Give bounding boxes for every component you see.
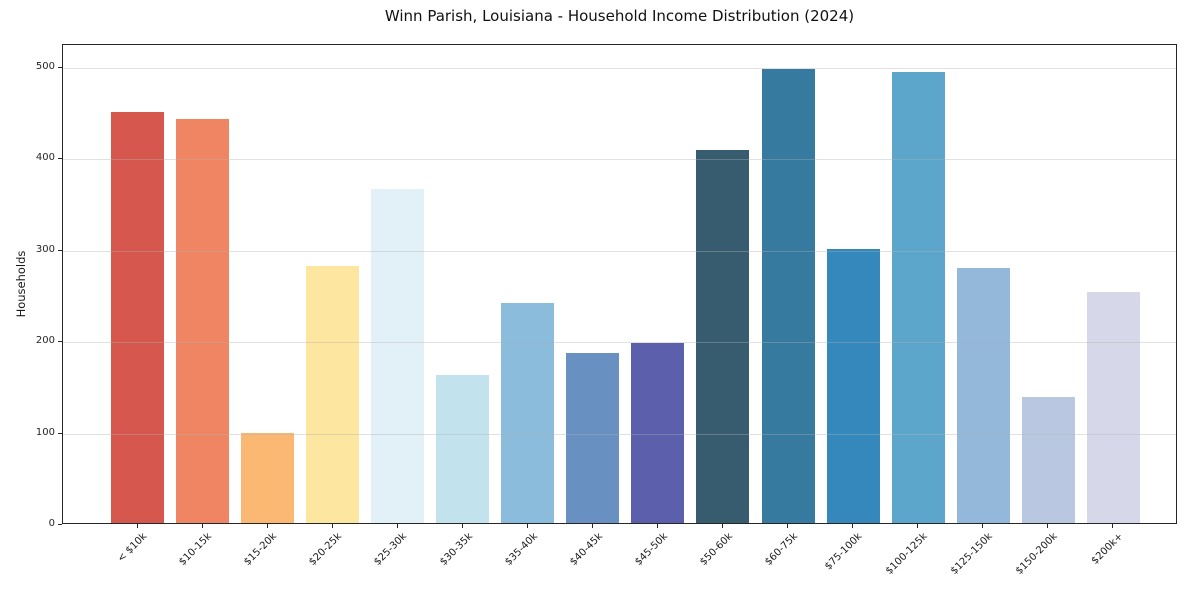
bar-16	[1086, 291, 1140, 523]
x-tick-label-7: $35-40k	[502, 531, 540, 568]
x-tick-label-10: $50-60k	[697, 531, 735, 568]
bar-8	[566, 352, 620, 523]
x-tick-mark-14	[982, 524, 984, 528]
gridline-y-400	[63, 159, 1176, 161]
gridline-y-200	[63, 342, 1176, 344]
x-tick-label-4: $20-25k	[307, 531, 345, 568]
x-tick-label-9: $45-50k	[632, 531, 670, 568]
x-tick-mark-4	[331, 524, 333, 528]
y-tick-mark-0	[58, 524, 62, 525]
y-tick-mark-300	[58, 249, 62, 251]
x-tick-mark-5	[396, 524, 398, 528]
y-axis-label: Households	[14, 250, 28, 318]
x-tick-mark-15	[1047, 524, 1049, 528]
x-tick-label-8: $40-45k	[567, 531, 605, 568]
plot-area	[62, 44, 1177, 524]
y-tick-mark-500	[58, 66, 62, 68]
x-tick-label-16: $200k+	[1089, 531, 1126, 567]
bar-7	[501, 302, 555, 523]
x-tick-label-12: $75-100k	[823, 531, 865, 573]
y-tick-label-200: 200	[35, 335, 55, 347]
bar-14	[956, 267, 1010, 523]
x-tick-label-15: $150-200k	[1014, 531, 1060, 577]
x-tick-label-14: $125-150k	[949, 531, 995, 577]
x-tick-mark-6	[461, 524, 463, 528]
chart-title: Winn Parish, Louisiana - Household Incom…	[384, 7, 855, 25]
y-tick-label-400: 400	[35, 152, 55, 164]
y-tick-mark-400	[58, 158, 62, 160]
gridline-y-100	[63, 433, 1176, 435]
gridline-y-300	[63, 250, 1176, 252]
x-tick-mark-8	[591, 524, 593, 528]
y-tick-mark-100	[58, 432, 62, 434]
x-tick-mark-1	[136, 524, 138, 528]
bar-4	[306, 266, 360, 523]
x-tick-label-3: $15-20k	[242, 531, 280, 568]
bar-12	[826, 248, 880, 523]
bar-13	[891, 72, 945, 523]
y-tick-mark-200	[58, 341, 62, 343]
x-tick-mark-11	[787, 524, 788, 528]
x-tick-label-13: $100-125k	[883, 531, 930, 577]
x-tick-mark-16	[1112, 524, 1114, 528]
y-tick-label-500: 500	[35, 60, 55, 72]
y-tick-label-0: 0	[48, 518, 55, 529]
x-tick-label-11: $60-75k	[762, 531, 800, 568]
x-tick-mark-9	[656, 524, 658, 528]
y-tick-label-100: 100	[35, 426, 55, 438]
x-tick-mark-10	[721, 524, 723, 528]
bar-2	[176, 118, 230, 523]
x-tick-label-2: $10-15k	[177, 531, 215, 568]
x-tick-mark-12	[852, 524, 854, 528]
x-tick-mark-2	[201, 524, 203, 528]
bar-6	[436, 374, 490, 523]
bar-1	[111, 111, 164, 523]
gridline-y-500	[63, 67, 1176, 69]
x-tick-mark-7	[526, 524, 528, 528]
x-tick-label-5: $25-30k	[372, 531, 410, 568]
bar-9	[631, 342, 685, 523]
x-tick-label-6: $30-35k	[437, 531, 475, 568]
bar-15	[1021, 396, 1075, 523]
y-tick-label-300: 300	[35, 243, 55, 255]
x-tick-mark-13	[917, 524, 919, 528]
bar-3	[241, 432, 295, 523]
bar-11	[761, 68, 815, 523]
x-tick-label-1: < $10k	[115, 531, 150, 565]
bar-5	[371, 189, 425, 523]
x-tick-mark-3	[266, 524, 268, 528]
bar-10	[696, 149, 750, 523]
